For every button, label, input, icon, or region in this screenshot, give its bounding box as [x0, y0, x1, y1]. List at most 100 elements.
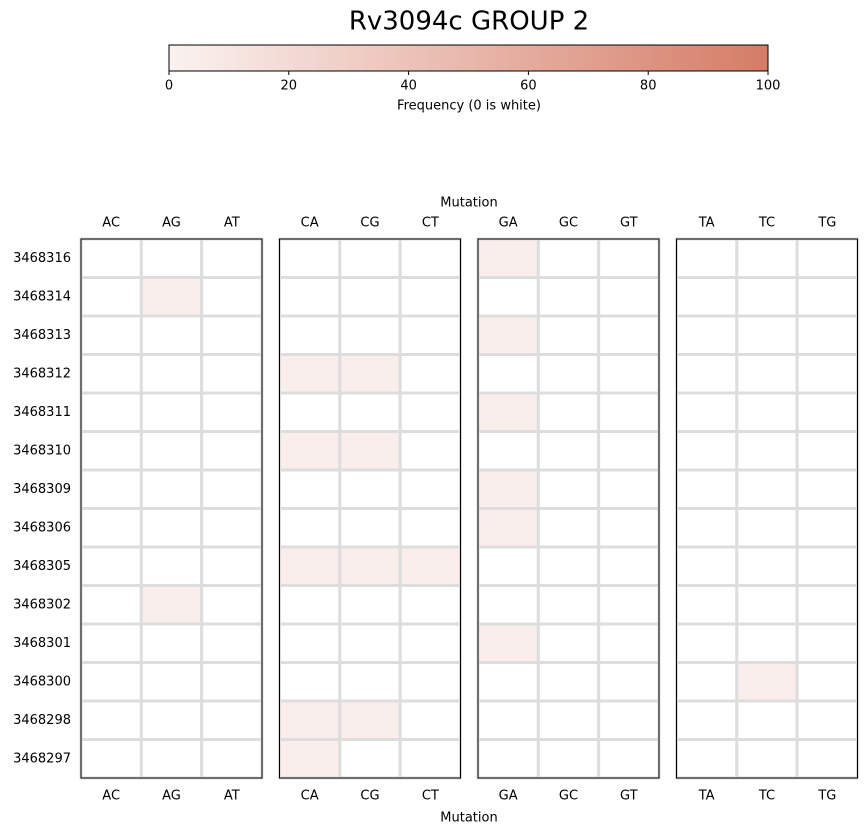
colorbar	[168, 44, 769, 72]
heatmap-cell	[278, 545, 342, 587]
heatmap-cell	[536, 353, 601, 395]
heatmap-cell	[139, 738, 204, 780]
heatmap-cell	[795, 276, 860, 318]
heatmap-cell	[398, 468, 462, 510]
heatmap-cell	[139, 391, 204, 433]
heatmap-cell	[79, 430, 143, 472]
colorbar-label: Frequency (0 is white)	[397, 99, 541, 114]
heatmap-cell	[597, 430, 661, 472]
heatmap-cell	[795, 545, 860, 587]
x-tick-label-top: CT	[422, 216, 439, 231]
panel-frame	[477, 238, 660, 779]
y-tick-label: 3468306	[13, 520, 71, 535]
colorbar-tick-label: 20	[281, 79, 298, 94]
heatmap-cell	[735, 468, 799, 510]
heatmap-cell	[735, 237, 799, 279]
heatmap-cell	[278, 507, 342, 549]
heatmap-cell	[735, 507, 799, 549]
heatmap-cell	[398, 391, 462, 433]
heatmap-cell	[79, 468, 143, 510]
heatmap-cell	[139, 353, 204, 395]
heatmap-cell	[675, 468, 739, 510]
colorbar-tick-label: 0	[165, 79, 173, 94]
heatmap-cell	[338, 314, 402, 356]
x-tick-label-bottom: TC	[758, 789, 775, 804]
heatmap-cell	[675, 430, 739, 472]
heatmap-cell	[398, 237, 462, 279]
heatmap-cell	[476, 391, 540, 433]
heatmap-cell	[597, 545, 661, 587]
heatmap-cell	[536, 622, 601, 664]
y-tick-label: 3468297	[13, 751, 71, 766]
heatmap-cell	[675, 353, 739, 395]
heatmap-cell	[597, 584, 661, 626]
heatmap-cell	[735, 314, 799, 356]
x-tick-label-bottom: GA	[499, 789, 518, 804]
y-tick-label: 3468316	[13, 251, 71, 266]
heatmap-cell	[278, 353, 342, 395]
heatmap-cell	[735, 584, 799, 626]
heatmap-cell	[795, 738, 860, 780]
heatmap-cell	[675, 507, 739, 549]
heatmap-cell	[735, 738, 799, 780]
panel-frame	[279, 238, 461, 779]
heatmap-cell	[795, 314, 860, 356]
heatmap-cell	[536, 699, 601, 741]
heatmap-cell	[200, 468, 264, 510]
heatmap-cell	[200, 507, 264, 549]
heatmap-cell	[536, 468, 601, 510]
heatmap-cell	[735, 622, 799, 664]
heatmap-cell	[536, 391, 601, 433]
heatmap-cell	[398, 545, 462, 587]
heatmap-cell	[398, 699, 462, 741]
heatmap-cell	[398, 622, 462, 664]
heatmap-cell	[735, 276, 799, 318]
x-tick-label-bottom: AT	[224, 789, 240, 804]
heatmap-cell	[139, 468, 204, 510]
heatmap-cell	[139, 314, 204, 356]
heatmap-cell	[139, 276, 204, 318]
heatmap-cell	[735, 353, 799, 395]
heatmap-cell	[476, 699, 540, 741]
heatmap-cell	[139, 545, 204, 587]
heatmap-cell	[338, 738, 402, 780]
heatmap-cell	[139, 622, 204, 664]
heatmap-cell	[675, 237, 739, 279]
heatmap-cell	[735, 430, 799, 472]
colorbar-tick-label: 100	[756, 79, 781, 94]
heatmap-cell	[597, 468, 661, 510]
y-tick-label: 3468300	[13, 674, 71, 689]
x-tick-label-top: GT	[620, 216, 638, 231]
x-tick-label-top: TA	[698, 216, 715, 231]
heatmap-cell	[398, 353, 462, 395]
heatmap-cell	[338, 545, 402, 587]
x-tick-label-top: GC	[559, 216, 578, 231]
chart-title: Rv3094c GROUP 2	[349, 7, 589, 37]
heatmap-cell	[536, 738, 601, 780]
x-tick-label-bottom: CG	[360, 789, 379, 804]
heatmap-cell	[795, 430, 860, 472]
heatmap-cell	[476, 661, 540, 703]
heatmap-cell	[675, 699, 739, 741]
heatmap-cell	[536, 237, 601, 279]
heatmap-cell	[200, 237, 264, 279]
heatmap-cell	[200, 622, 264, 664]
y-tick-label: 3468310	[13, 443, 71, 458]
heatmap-cell	[79, 545, 143, 587]
heatmap-cell	[79, 622, 143, 664]
y-tick-label: 3468305	[13, 559, 71, 574]
x-tick-label-top: AC	[102, 216, 120, 231]
heatmap-cell	[795, 507, 860, 549]
y-tick-label: 3468313	[13, 328, 71, 343]
heatmap-cell	[200, 699, 264, 741]
heatmap-cell	[675, 584, 739, 626]
heatmap-cell	[675, 545, 739, 587]
x-axis-label-top: Mutation	[440, 196, 497, 211]
heatmap-cell	[536, 314, 601, 356]
heatmap-cell	[476, 276, 540, 318]
y-tick-label: 3468298	[13, 713, 71, 728]
heatmap-cell	[338, 622, 402, 664]
heatmap-cell	[139, 237, 204, 279]
heatmap-cell	[597, 699, 661, 741]
x-tick-label-bottom: GT	[620, 789, 638, 804]
